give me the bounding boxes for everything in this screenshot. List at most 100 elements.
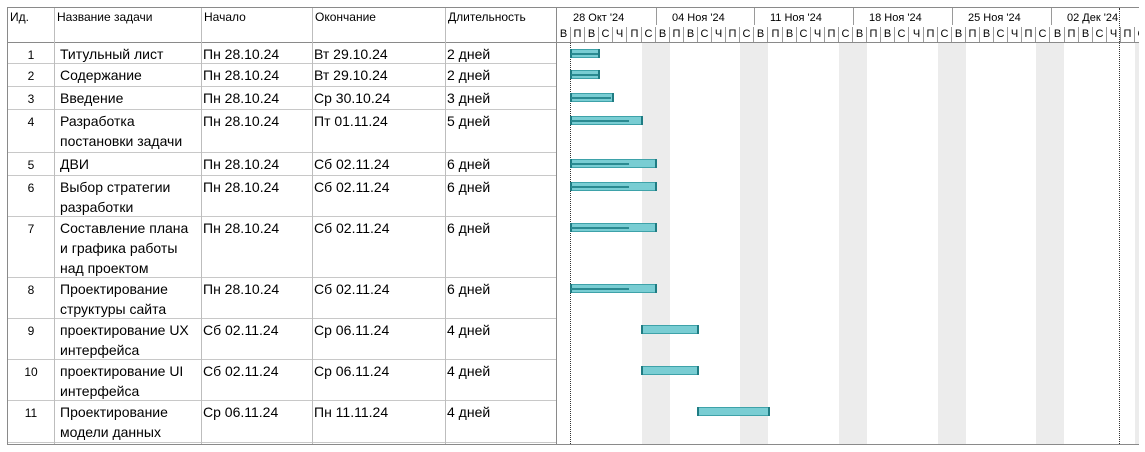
table-row[interactable]: 11 Проектирование модели данных Ср 06.11.24…	[8, 401, 557, 443]
day-label: П	[825, 27, 839, 42]
gantt-task-bar[interactable]	[570, 182, 657, 191]
task-duration-cell[interactable]: 6 дней	[447, 220, 491, 236]
task-duration-cell[interactable]: 6 дней	[447, 179, 491, 195]
task-finish-cell[interactable]: Ср 06.11.24	[314, 363, 390, 379]
task-name-cell[interactable]: Содержание	[55, 64, 201, 85]
task-id-cell[interactable]: 3	[27, 92, 35, 106]
gantt-task-bar[interactable]	[570, 93, 614, 102]
gantt-task-bar[interactable]	[641, 366, 699, 375]
task-name-cell[interactable]: Разработка постановки задачи	[55, 110, 201, 151]
day-label: В	[754, 27, 768, 42]
task-name-cell[interactable]: Проектирование модели данных	[55, 401, 201, 442]
day-label: Ч	[1107, 27, 1121, 42]
task-start-cell[interactable]: Пн 28.10.24	[203, 156, 280, 172]
task-name-cell[interactable]: проектирование UI интерфейса	[55, 360, 201, 401]
task-finish-cell[interactable]: Сб 02.11.24	[314, 179, 390, 195]
task-finish-cell[interactable]: Сб 02.11.24	[314, 156, 390, 172]
gantt-task-bar[interactable]	[697, 407, 770, 416]
task-name-cell[interactable]: ДВИ	[55, 153, 201, 174]
gantt-task-bar[interactable]	[570, 70, 600, 79]
task-start-cell[interactable]: Сб 02.11.24	[203, 322, 279, 338]
task-duration-cell[interactable]: 4 дней	[447, 322, 491, 338]
task-name-cell[interactable]: Проектирование структуры сайта	[55, 278, 201, 319]
task-id-cell[interactable]: 5	[27, 158, 35, 172]
gantt-chart: 28 Окт '24 04 Ноя '24 11 Ноя '24 18 Ноя '24…	[556, 7, 1139, 445]
task-name-cell[interactable]: Выбор стратегии разработки	[55, 176, 201, 217]
day-label: С	[994, 27, 1008, 42]
table-row[interactable]: 1 Титульный лист Пн 28.10.24 Вт 29.10.24 2 д…	[8, 43, 557, 64]
task-start-cell[interactable]: Пн 28.10.24	[203, 90, 280, 106]
task-duration-cell[interactable]: 2 дней	[447, 67, 491, 83]
table-row[interactable]: 8 Проектирование структуры сайта Пн 28.10.2…	[8, 278, 557, 319]
gantt-task-bar[interactable]	[570, 49, 600, 58]
table-row[interactable]: 10 проектирование UI интерфейса Сб 02.11.24…	[8, 360, 557, 401]
task-id-cell[interactable]: 4	[27, 115, 35, 129]
task-duration-cell[interactable]: 6 дней	[447, 156, 491, 172]
task-finish-cell[interactable]: Пт 01.11.24	[314, 113, 388, 129]
task-finish-cell[interactable]: Ср 06.11.24	[314, 322, 390, 338]
table-row[interactable]: 5 ДВИ Пн 28.10.24 Сб 02.11.24 6 дней	[8, 153, 557, 176]
gantt-task-bar[interactable]	[570, 159, 657, 168]
task-finish-cell[interactable]: Вт 29.10.24	[314, 67, 388, 83]
task-start-cell[interactable]: Пн 28.10.24	[203, 281, 280, 297]
task-duration-cell[interactable]: 4 дней	[447, 404, 491, 420]
column-header-name[interactable]: Название задачи	[57, 10, 153, 24]
task-duration-cell[interactable]: 3 дней	[447, 90, 491, 106]
task-start-cell[interactable]: Пн 28.10.24	[203, 46, 280, 62]
column-header-start[interactable]: Начало	[204, 10, 246, 24]
task-name-cell[interactable]: Введение	[55, 87, 201, 108]
task-finish-cell[interactable]: Ср 30.10.24	[314, 90, 391, 106]
table-row[interactable]: 2 Содержание Пн 28.10.24 Вт 29.10.24 2 дней	[8, 64, 557, 87]
day-label: Ч	[613, 27, 627, 42]
task-name-cell[interactable]: Составление плана и графика работы над про…	[55, 217, 201, 278]
column-header-id[interactable]: Ид.	[10, 10, 29, 24]
task-id-cell[interactable]: 6	[27, 181, 35, 195]
task-start-cell[interactable]: Ср 06.11.24	[203, 404, 279, 420]
table-row[interactable]: 6 Выбор стратегии разработки Пн 28.10.24 Сб …	[8, 176, 557, 217]
task-finish-cell[interactable]: Пн 11.11.24	[314, 404, 389, 420]
gantt-task-bar[interactable]	[570, 223, 657, 232]
gantt-task-bar[interactable]	[641, 325, 699, 334]
task-name-cell[interactable]: Титульный лист	[55, 43, 201, 64]
column-header-duration[interactable]: Длительность	[448, 10, 526, 24]
day-label: В	[1079, 27, 1093, 42]
task-start-cell[interactable]: Пн 28.10.24	[203, 67, 280, 83]
task-finish-cell[interactable]: Вт 29.10.24	[314, 46, 388, 62]
table-row[interactable]: 9 проектирование UX интерфейса Сб 02.11.24 С…	[8, 319, 557, 360]
task-duration-cell[interactable]: 4 дней	[447, 363, 491, 379]
table-row[interactable]: 3 Введение Пн 28.10.24 Ср 30.10.24 3 дней	[8, 87, 557, 110]
task-finish-cell[interactable]: Сб 02.11.24	[314, 220, 390, 236]
task-name-line: Разработка	[60, 113, 135, 129]
task-id-cell[interactable]: 2	[27, 69, 35, 83]
task-finish-cell[interactable]: Сб 02.11.24	[314, 281, 390, 297]
gantt-task-bar[interactable]	[570, 116, 643, 125]
week-label: 11 Ноя '24	[770, 12, 822, 24]
task-id-cell[interactable]: 10	[24, 365, 38, 379]
task-start-cell[interactable]: Пн 28.10.24	[203, 220, 280, 236]
task-duration-cell[interactable]: 6 дней	[447, 281, 491, 297]
weekend-band	[642, 43, 670, 444]
day-label: В	[853, 27, 867, 42]
day-label: С	[895, 27, 909, 42]
task-start-cell[interactable]: Сб 02.11.24	[203, 363, 279, 379]
column-header-finish[interactable]: Окончание	[315, 10, 376, 24]
task-start-cell[interactable]: Пн 28.10.24	[203, 113, 280, 129]
gantt-task-bar[interactable]	[570, 284, 657, 293]
task-name-line: проектирование UI	[60, 363, 184, 379]
day-label: Ч	[712, 27, 726, 42]
task-id-cell[interactable]: 8	[27, 283, 35, 297]
task-start-cell[interactable]: Пн 28.10.24	[203, 179, 280, 195]
task-id-cell[interactable]: 7	[27, 222, 35, 236]
task-name-cell[interactable]: проектирование UX интерфейса	[55, 319, 201, 360]
task-duration-cell[interactable]: 2 дней	[447, 46, 491, 62]
weekend-band	[1135, 43, 1139, 444]
table-row[interactable]: 7 Составление плана и графика работы над пр…	[8, 217, 557, 278]
task-id-cell[interactable]: 11	[24, 406, 38, 420]
table-row[interactable]: 4 Разработка постановки задачи Пн 28.10.24 П…	[8, 110, 557, 153]
week-separator	[1051, 8, 1052, 25]
task-name-line: Содержание	[60, 67, 142, 83]
weekend-band	[839, 43, 867, 444]
task-id-cell[interactable]: 1	[27, 48, 35, 62]
task-id-cell[interactable]: 9	[27, 324, 35, 338]
task-duration-cell[interactable]: 5 дней	[447, 113, 491, 129]
